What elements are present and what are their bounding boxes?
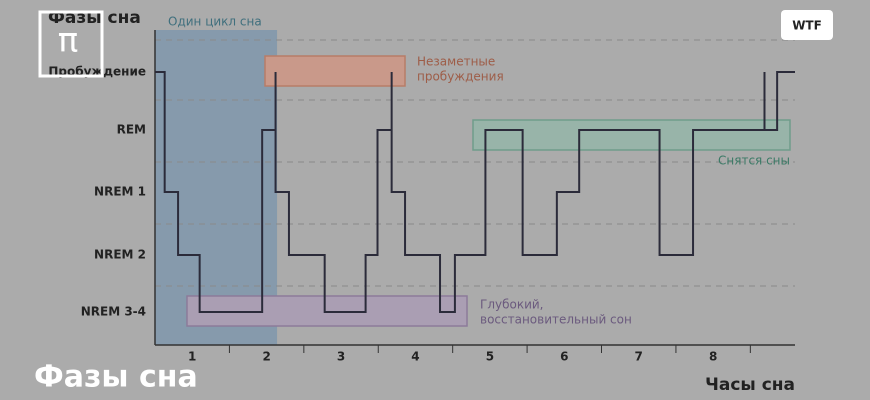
x-axis-label: Часы сна bbox=[705, 375, 795, 395]
logo-frame bbox=[38, 10, 104, 78]
wtf-button[interactable] bbox=[781, 10, 833, 40]
annotation-box bbox=[264, 55, 406, 87]
y-tick-label: NREM 3-4 bbox=[81, 305, 146, 319]
y-tick-label: NREM 1 bbox=[94, 185, 146, 199]
logo: π bbox=[58, 21, 78, 61]
x-tick-label: 5 bbox=[486, 350, 494, 364]
x-tick-label: 4 bbox=[411, 350, 419, 364]
annotation-text: Снятся сны bbox=[718, 154, 790, 168]
wtf-button-label[interactable]: WTF bbox=[792, 19, 822, 33]
x-tick-label: 1 bbox=[188, 350, 196, 364]
annotation-text: пробуждения bbox=[417, 70, 504, 84]
x-tick-label: 6 bbox=[560, 350, 568, 364]
y-tick-label: REM bbox=[117, 123, 146, 137]
x-tick-label: 7 bbox=[635, 350, 643, 364]
cycle-span bbox=[155, 30, 278, 345]
hypnogram-line bbox=[155, 71, 795, 313]
x-tick-label: 8 bbox=[709, 350, 717, 364]
x-tick-label: 3 bbox=[337, 350, 345, 364]
annotation-text: восстановительный сон bbox=[480, 313, 632, 327]
caption: Фазы сна bbox=[34, 360, 198, 395]
annotation-text: Незаметные bbox=[417, 55, 495, 69]
annotation-text: Глубокий, bbox=[480, 298, 544, 312]
cycle-label: Один цикл сна bbox=[168, 15, 262, 29]
y-tick-label: NREM 2 bbox=[94, 248, 146, 262]
annotation-box bbox=[472, 119, 791, 151]
x-tick-label: 2 bbox=[262, 350, 270, 364]
